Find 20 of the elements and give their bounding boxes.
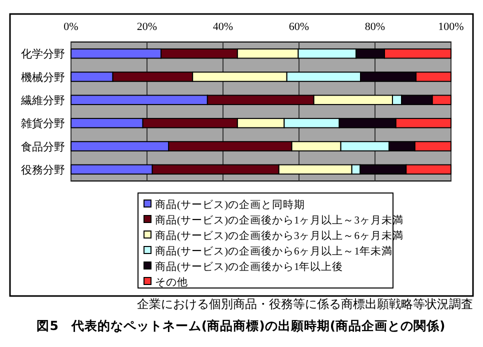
y-tick-label: 雑貨分野 [21, 117, 65, 130]
y-tick-label: 機械分野 [21, 70, 65, 84]
legend-label: 商品(サービス)の企画後から6ヶ月以上～1年未満 [155, 244, 392, 258]
legend-label: 商品(サービス)の企画と同時期 [155, 198, 305, 211]
legend-label: 商品(サービス)の企画後から1年以上後 [155, 260, 344, 273]
text: 企業における個別商品・役務等に係る商標出願戦略等状況調査 [137, 297, 473, 311]
legend-label: その他 [155, 276, 188, 288]
legend-label: 商品(サービス)の企画後から1ヶ月以上～3ヶ月未満 [155, 214, 404, 226]
x-tick-label: 40% [212, 21, 234, 33]
y-tick-label: 化学分野 [21, 48, 65, 61]
y-tick-label: 役務分野 [21, 164, 65, 176]
x-tick-label: 0% [64, 21, 78, 33]
x-tick-label: 20% [136, 21, 158, 33]
x-tick-label: 60% [288, 21, 310, 33]
x-tick-label: 80% [364, 21, 386, 33]
text: 図5 代表的なペットネーム(商品商標)の出願時期(商品企画との関係) [36, 318, 446, 333]
legend-label: 商品(サービス)の企画後から3ヶ月以上～6ヶ月未満 [155, 229, 404, 242]
y-tick-label: 食品分野 [21, 141, 65, 154]
y-tick-label: 繊維分野 [20, 94, 65, 107]
x-tick-label: 100% [438, 21, 464, 33]
